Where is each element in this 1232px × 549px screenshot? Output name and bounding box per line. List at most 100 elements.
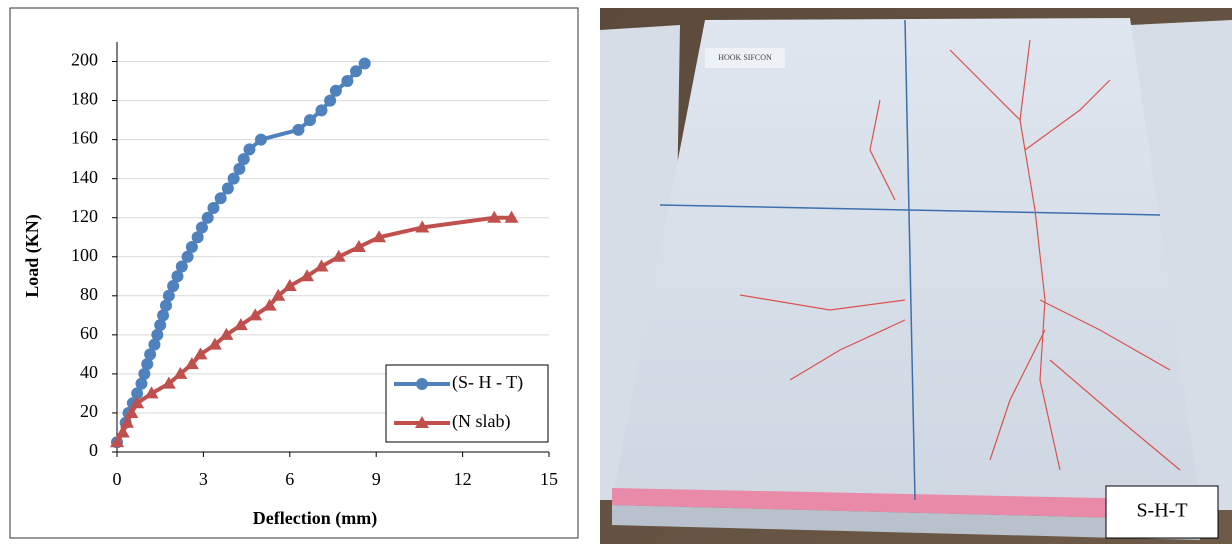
slab-tag [705, 48, 785, 68]
slab-side [612, 505, 1200, 540]
data-point [201, 211, 214, 224]
data-point [161, 376, 176, 389]
data-point [157, 309, 170, 322]
legend-label: (N slab) [452, 411, 510, 432]
x-axis-title: Deflection (mm) [253, 508, 377, 529]
data-point [300, 269, 315, 282]
data-point [207, 201, 220, 214]
slab-text: HOOK SIFCON [718, 53, 772, 62]
data-point [255, 133, 267, 146]
legend-label: (S- H - T) [452, 372, 523, 393]
data-point [314, 259, 329, 272]
data-point [315, 104, 328, 117]
data-point [175, 260, 188, 273]
photo: HOOK SIFCON S-H-T [600, 8, 1232, 544]
data-point [262, 298, 277, 311]
y-tick-label: 160 [71, 128, 98, 148]
y-tick-label: 140 [71, 167, 98, 187]
data-point [487, 210, 502, 223]
y-tick-label: 60 [80, 323, 98, 343]
data-point [195, 221, 208, 234]
x-tick-label: 15 [540, 469, 558, 489]
data-point [144, 348, 157, 361]
data-point [233, 162, 246, 175]
data-point [271, 288, 286, 301]
chart: 0 20 40 60 80 100 120 140 160 180 200 0 3 6 9 12 15 (S- H… [71, 42, 558, 489]
x-tick-label: 12 [454, 469, 472, 489]
data-point [233, 318, 248, 331]
grid-mark [659, 204, 1161, 216]
data-point [227, 172, 240, 185]
data-point [358, 57, 371, 70]
data-point [351, 240, 366, 252]
data-point [341, 75, 354, 88]
slab [612, 18, 1200, 500]
data-point [504, 210, 519, 223]
grid-mark [904, 19, 916, 501]
y-tick-label: 180 [71, 89, 98, 109]
data-point [167, 280, 180, 293]
data-point [115, 425, 130, 438]
data-point [141, 358, 154, 371]
cracks [739, 39, 1181, 471]
legend-marker [415, 416, 429, 428]
data-point [148, 338, 161, 351]
data-point [138, 367, 151, 380]
data-point [415, 220, 430, 233]
data-point [248, 308, 263, 321]
data-point [350, 65, 363, 78]
y-axis-title: Load (KN) [22, 214, 43, 298]
y-tick-label: 0 [89, 440, 98, 460]
y-tick-label: 40 [80, 362, 98, 382]
data-point [221, 182, 234, 195]
slab-edge [612, 488, 1200, 520]
data-point [144, 386, 159, 399]
data-point [207, 337, 222, 350]
data-point [237, 153, 250, 166]
data-point [292, 123, 305, 136]
y-tick-label: 100 [71, 245, 98, 265]
data-point [159, 299, 172, 312]
photo-label-box [1105, 485, 1219, 539]
legend-marker [416, 378, 428, 390]
chart-frame [9, 7, 579, 539]
data-point [135, 377, 148, 390]
data-point [120, 415, 135, 428]
x-tick-label: 6 [285, 469, 294, 489]
data-point [243, 143, 256, 156]
photo-label: S-H-T [1136, 500, 1187, 522]
x-tick-label: 0 [113, 469, 122, 489]
data-point [171, 270, 184, 283]
y-tick-label: 80 [80, 284, 98, 304]
data-point [303, 114, 316, 127]
data-point [130, 396, 145, 409]
data-point [214, 192, 227, 205]
x-tick-label: 3 [199, 469, 208, 489]
data-point [193, 347, 208, 360]
data-point [219, 327, 234, 340]
data-point [110, 435, 124, 448]
data-point [131, 387, 144, 400]
neighbor-slab [1130, 20, 1232, 510]
data-point [173, 366, 188, 379]
data-point [185, 241, 198, 253]
data-point [191, 231, 204, 244]
data-point [184, 357, 199, 370]
data-point [331, 249, 346, 262]
data-point [282, 279, 297, 292]
data-point [324, 94, 337, 107]
data-point [154, 319, 167, 332]
data-point [162, 289, 175, 302]
data-point [181, 250, 194, 263]
x-tick-label: 9 [372, 469, 381, 489]
data-point [372, 230, 387, 243]
data-point [329, 84, 342, 97]
data-point [151, 328, 164, 341]
y-tick-label: 120 [71, 206, 98, 226]
legend-box [385, 364, 549, 443]
y-tick-label: 200 [71, 50, 98, 70]
y-tick-label: 20 [80, 401, 98, 421]
data-point [124, 405, 139, 418]
